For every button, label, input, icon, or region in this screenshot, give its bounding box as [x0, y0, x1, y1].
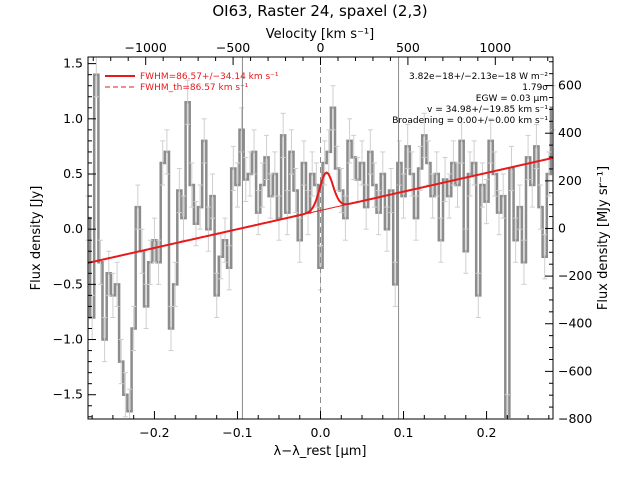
- x-tick-label: 0.0: [311, 425, 331, 440]
- fit-line: [87, 156, 554, 264]
- x-axis-label: λ−λ_rest [μm]: [274, 444, 367, 459]
- x2-tick-label: 500: [396, 40, 420, 55]
- annotations: 3.82e−18+/−2.13e−18 W m⁻² 1.79σ EGW = 0.…: [392, 72, 548, 126]
- x-tick-label: 0.2: [477, 425, 497, 440]
- annotation-sigma: 1.79σ: [522, 83, 548, 93]
- annotation-velocity: v = 34.98+/−19.85 km s⁻¹: [427, 105, 548, 115]
- x2-tick-label: 0: [317, 40, 325, 55]
- y2-tick-label: −400: [558, 316, 592, 331]
- x2-tick-label: 1000: [479, 40, 511, 55]
- y-axis-label: Flux density [Jy]: [29, 186, 44, 291]
- y-axis-right: −800 −600 −400 −200 0 200 400 600: [545, 61, 592, 426]
- y-tick-label: 1.0: [63, 111, 83, 126]
- annotation-egw: EGW = 0.03 μm: [476, 94, 548, 104]
- x-tick-label: 0.1: [394, 425, 414, 440]
- annotation-flux: 3.82e−18+/−2.13e−18 W m⁻²: [409, 72, 548, 82]
- x-tick-label: −0.1: [222, 425, 252, 440]
- y-tick-label: −1.5: [53, 387, 83, 402]
- legend-label-fwhm-th: FWHM_th=86.57 km s⁻¹: [140, 83, 249, 93]
- legend: FWHM=86.57+/−34.14 km s⁻¹ FWHM_th=86.57 …: [105, 72, 279, 93]
- y2-tick-label: 0: [558, 220, 566, 235]
- x2-tick-label: −500: [216, 40, 250, 55]
- y-tick-label: 0.5: [63, 166, 83, 181]
- chart-title: OI63, Raster 24, spaxel (2,3): [212, 2, 427, 20]
- y2-axis-label: Flux density [MJy sr⁻¹]: [596, 166, 611, 310]
- x-tick-label: −0.2: [139, 425, 169, 440]
- legend-label-fwhm: FWHM=86.57+/−34.14 km s⁻¹: [140, 72, 279, 82]
- y-tick-label: −0.5: [53, 276, 83, 291]
- x2-tick-label: −1000: [125, 40, 167, 55]
- error-bars: [85, 56, 556, 420]
- y-tick-label: −1.0: [53, 332, 83, 347]
- y2-tick-label: 400: [558, 125, 582, 140]
- y-tick-label: 1.5: [63, 56, 83, 71]
- x-axis-bottom: −0.2 −0.1 0.0 0.1 0.2: [91, 411, 550, 440]
- y-tick-label: 0.0: [63, 221, 83, 236]
- y2-tick-label: −800: [558, 411, 592, 426]
- annotation-broadening: Broadening = 0.00+/−0.00 km s⁻¹: [392, 116, 548, 126]
- x2-axis-label: Velocity [km s⁻¹]: [266, 27, 374, 42]
- fit-curves: [87, 156, 554, 264]
- y2-tick-label: −600: [558, 363, 592, 378]
- y-axis-left: −1.5 −1.0 −0.5 0.0 0.5 1.0 1.5: [53, 56, 96, 418]
- y2-tick-label: 600: [558, 78, 582, 93]
- y2-tick-label: −200: [558, 268, 592, 283]
- y2-tick-label: 200: [558, 173, 582, 188]
- reference-lines: [241, 57, 400, 419]
- x-axis-top: −1000 −500 0 500 1000: [92, 40, 549, 65]
